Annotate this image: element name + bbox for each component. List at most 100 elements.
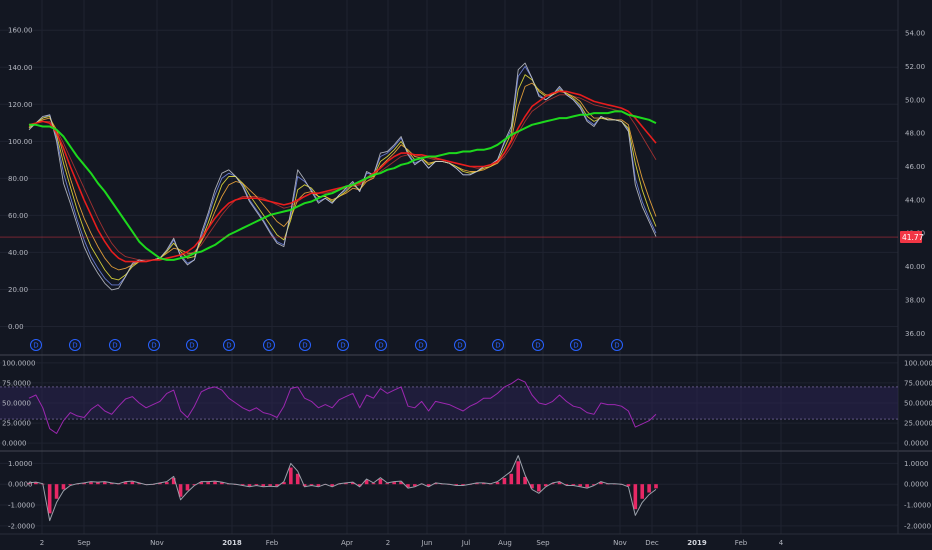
last-price-tag-label: 41.77: [902, 233, 924, 242]
rsi-axis-tick-label-right: 25.0000: [904, 420, 932, 428]
oscillator-histogram-bar: [557, 482, 562, 485]
oscillator-histogram-bar: [578, 484, 583, 487]
dividend-marker-circle: [186, 339, 198, 351]
dividend-marker[interactable]: D: [375, 339, 387, 351]
series-line-price: [28, 62, 657, 291]
right-axis-tick-label: 44.00: [905, 196, 925, 204]
time-axis[interactable]: 2 Sep Nov 2018 Feb Apr 2 Jun Jul Aug Sep Nov Dec 2019…: [40, 539, 784, 547]
oscillator-histogram-bar: [413, 484, 417, 487]
oscillator-histogram-bar: [481, 483, 486, 485]
time-axis-tick-label: 2019: [687, 539, 707, 547]
dividend-marker-circle: [375, 339, 387, 351]
last-price-tag-bg: [900, 231, 922, 244]
dividend-marker-label: D: [112, 342, 117, 350]
dividend-marker[interactable]: D: [109, 339, 121, 351]
dividend-marker-circle: [492, 339, 504, 351]
dividend-marker[interactable]: D: [299, 339, 311, 351]
rsi-axis-tick-label-left: 25.0000: [2, 420, 31, 428]
oscillator-axis-tick-label-left: 0.0000: [8, 481, 33, 489]
oscillator-histogram-bar: [316, 484, 321, 487]
oscillator-histogram-bar: [309, 484, 314, 486]
oscillator-histogram-bar: [357, 484, 362, 487]
oscillator-histogram-bar: [344, 483, 348, 485]
time-axis-tick-label: Aug: [498, 539, 512, 547]
time-axis-tick-label: Jun: [421, 539, 433, 547]
left-axis-tick-label: 80.00: [8, 175, 28, 183]
dividend-marker-label: D: [226, 342, 231, 350]
oscillator-histogram-bar: [537, 484, 541, 492]
series-lines: [28, 62, 657, 291]
oscillator-histogram-bar: [268, 484, 272, 486]
dividend-marker-circle: [263, 339, 275, 351]
dividend-marker[interactable]: D: [30, 339, 42, 351]
rsi-axis-tick-label-right: 100.0000: [904, 359, 932, 367]
oscillator-histogram-bar: [261, 484, 266, 487]
left-axis-tick-label: 0.00: [8, 323, 24, 331]
oscillator-histogram-bar: [550, 483, 555, 485]
oscillator-histogram-bar: [509, 473, 514, 485]
rsi-axis-tick-label-left: 75.0000: [2, 379, 31, 387]
oscillator-axis-tick-label-right: -2.0000: [904, 522, 931, 530]
rsi-pane: [0, 378, 898, 434]
dividend-marker-circle: [299, 339, 311, 351]
series-line-ma-yellow: [28, 74, 657, 281]
dividend-marker[interactable]: D: [337, 339, 349, 351]
time-axis-tick-label: Feb: [266, 539, 279, 547]
dividend-marker-circle: [532, 339, 544, 351]
rsi-axis[interactable]: 100.0000 100.0000 75.0000 75.0000 50.0000 50.…: [2, 359, 932, 447]
dividend-marker-label: D: [33, 342, 38, 350]
dividend-marker[interactable]: D: [532, 339, 544, 351]
dividend-marker[interactable]: D: [69, 339, 81, 351]
dividend-marker[interactable]: D: [148, 339, 160, 351]
oscillator-histogram-bar: [68, 484, 73, 486]
oscillator-histogram-bar: [282, 482, 286, 485]
dividend-marker-label: D: [266, 342, 271, 350]
oscillator-histogram-bar: [592, 484, 596, 486]
oscillator-histogram-bar: [392, 482, 396, 485]
dividend-marker[interactable]: D: [415, 339, 427, 351]
time-axis-tick-label: Sep: [536, 539, 550, 547]
oscillator-histogram-bar: [199, 482, 204, 485]
oscillator-histogram-bar: [426, 484, 431, 487]
oscillator-histogram-bar: [206, 482, 210, 485]
oscillator-histogram-bar: [130, 481, 135, 485]
oscillator-histogram-bar: [123, 482, 128, 485]
dividend-marker[interactable]: D: [454, 339, 466, 351]
right-axis-tick-label: 38.00: [905, 296, 925, 304]
oscillator-histogram-bar: [654, 484, 658, 489]
oscillator-histogram-bar: [171, 477, 176, 485]
left-price-axis[interactable]: 160.00 140.00 120.00 100.00 80.00 60.00 40.00 2…: [8, 27, 33, 331]
last-price-tag: 41.77: [900, 231, 924, 244]
dividend-marker-label: D: [614, 342, 619, 350]
oscillator-histogram-bar: [192, 484, 197, 486]
oscillator-histogram-bar: [89, 482, 93, 485]
dividend-marker[interactable]: D: [223, 339, 235, 351]
oscillator-histogram-bar: [178, 484, 183, 497]
dividend-marker-circle: [109, 339, 121, 351]
oscillator-histogram-bar: [502, 477, 507, 485]
time-axis-tick-label: Jul: [461, 539, 471, 547]
rsi-axis-tick-label-left: 100.0000: [2, 359, 35, 367]
time-axis-tick-label: 2: [386, 539, 390, 547]
dividend-marker[interactable]: D: [263, 339, 275, 351]
oscillator-axis[interactable]: 1.0000 1.0000 0.0000 0.0000 -1.0000 -1.0000 -2…: [8, 460, 931, 530]
oscillator-histogram-bar: [82, 483, 86, 485]
dividend-marker[interactable]: D: [492, 339, 504, 351]
dividend-marker-label: D: [72, 342, 77, 350]
pane-separators: [0, 0, 932, 535]
oscillator-histogram-bar: [289, 467, 293, 485]
oscillator-histogram-bar: [302, 484, 307, 487]
rsi-axis-tick-label-right: 50.0000: [904, 400, 932, 408]
oscillator-histogram-bar: [454, 484, 458, 486]
dividend-marker[interactable]: D: [611, 339, 623, 351]
oscillator-histogram-bar: [254, 484, 259, 486]
dividend-marker-circle: [148, 339, 160, 351]
oscillator-pane: [27, 455, 658, 522]
rsi-band: [0, 386, 898, 420]
dividend-marker[interactable]: D: [570, 339, 582, 351]
right-axis-tick-label: 50.00: [905, 96, 925, 104]
oscillator-histogram-bar: [461, 484, 465, 486]
dividend-marker[interactable]: D: [186, 339, 198, 351]
